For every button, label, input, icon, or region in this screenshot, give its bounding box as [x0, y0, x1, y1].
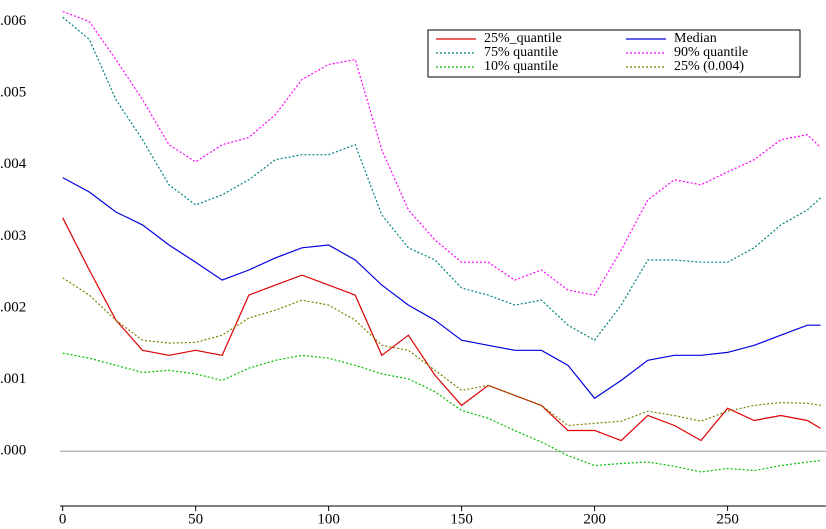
legend-label: 10% quantile: [484, 59, 558, 74]
x-tick-label: 150: [450, 511, 473, 527]
series-line: [62, 177, 821, 400]
legend-box: [427, 29, 801, 78]
legend-label: 25%_quantile: [484, 31, 562, 46]
y-tick-label: .001: [0, 371, 26, 387]
legend-label: Median: [674, 31, 717, 46]
series-line: [62, 277, 821, 427]
y-tick-label: .002: [0, 299, 26, 315]
x-tick-label: 0: [59, 511, 67, 527]
series-line: [62, 217, 822, 442]
series-line: [62, 352, 821, 473]
legend-label: 25% (0.004): [674, 59, 744, 74]
x-tick-label: 250: [716, 511, 739, 527]
legend-label: 75% quantile: [484, 45, 558, 60]
series-line: [62, 10, 822, 296]
y-tick-label: .003: [0, 228, 26, 244]
legend: 25%_quantile Median 75% quantile 90% quanti…: [427, 29, 801, 78]
x-tick-label: 100: [317, 511, 340, 527]
x-tick-label: 50: [188, 511, 203, 527]
legend-label: 90% quantile: [674, 45, 748, 60]
series-line: [62, 16, 822, 341]
y-tick-label: .006: [0, 13, 27, 29]
y-tick-label: .000: [0, 443, 26, 459]
y-tick-label: .004: [0, 156, 27, 172]
x-tick-label: 200: [583, 511, 606, 527]
y-tick-label: .005: [0, 85, 26, 101]
